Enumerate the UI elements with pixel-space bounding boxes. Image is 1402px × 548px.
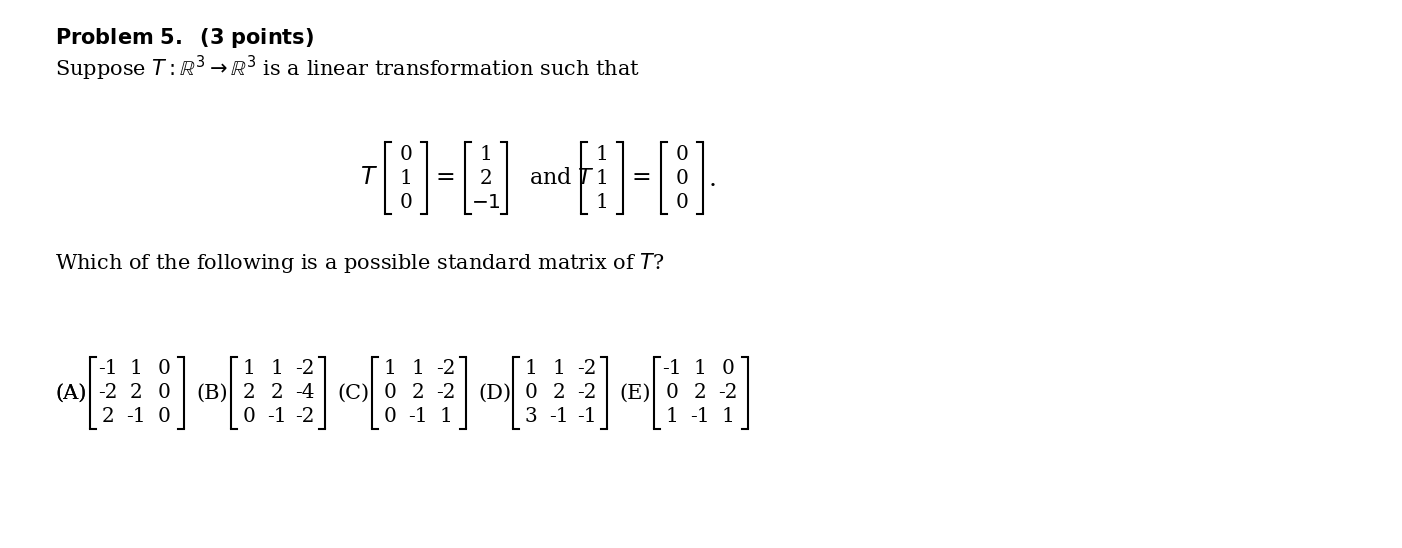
Text: 0: 0 — [157, 384, 171, 402]
Text: -2: -2 — [98, 384, 118, 402]
Text: 0: 0 — [157, 359, 171, 379]
Text: 2: 2 — [129, 384, 143, 402]
Text: 1: 1 — [722, 408, 735, 426]
Text: 0: 0 — [676, 145, 688, 163]
Text: $\mathbf{Problem\ 5.\ \ (3\ points)}$: $\mathbf{Problem\ 5.\ \ (3\ points)}$ — [55, 26, 314, 50]
Text: =: = — [631, 167, 651, 190]
Text: 1: 1 — [479, 145, 492, 163]
Text: and $T$: and $T$ — [529, 167, 594, 189]
Text: -2: -2 — [436, 384, 456, 402]
Text: 2: 2 — [552, 384, 565, 402]
Text: $T$: $T$ — [360, 167, 379, 190]
Text: .: . — [709, 168, 716, 191]
Text: 0: 0 — [676, 168, 688, 187]
Text: -1: -1 — [550, 408, 569, 426]
Text: 0: 0 — [384, 408, 397, 426]
Text: 1: 1 — [666, 408, 679, 426]
Text: (A): (A) — [55, 384, 87, 402]
Text: 2: 2 — [271, 384, 283, 402]
Text: 0: 0 — [666, 384, 679, 402]
Text: 1: 1 — [440, 408, 453, 426]
Text: (C): (C) — [336, 384, 369, 402]
Text: -1: -1 — [690, 408, 709, 426]
Text: -2: -2 — [578, 384, 597, 402]
Text: -1: -1 — [408, 408, 428, 426]
Text: 0: 0 — [384, 384, 397, 402]
Text: -4: -4 — [296, 384, 315, 402]
Text: 0: 0 — [722, 359, 735, 379]
Text: -1: -1 — [98, 359, 118, 379]
Text: 3: 3 — [524, 408, 537, 426]
Text: 2: 2 — [412, 384, 425, 402]
Text: -1: -1 — [578, 408, 597, 426]
Text: 2: 2 — [694, 384, 707, 402]
Text: -2: -2 — [578, 359, 597, 379]
Text: -1: -1 — [126, 408, 146, 426]
Text: (B): (B) — [196, 384, 227, 402]
Text: Which of the following is a possible standard matrix of $T$?: Which of the following is a possible sta… — [55, 251, 665, 275]
Text: $-1$: $-1$ — [471, 192, 501, 212]
Text: 1: 1 — [694, 359, 707, 379]
Text: 1: 1 — [129, 359, 143, 379]
Text: 1: 1 — [243, 359, 255, 379]
Text: -2: -2 — [436, 359, 456, 379]
Text: -1: -1 — [662, 359, 681, 379]
Text: 1: 1 — [271, 359, 283, 379]
Text: 1: 1 — [524, 359, 537, 379]
Text: =: = — [435, 167, 454, 190]
Text: 0: 0 — [676, 192, 688, 212]
Text: (A): (A) — [55, 384, 87, 402]
Text: 0: 0 — [524, 384, 537, 402]
Text: 1: 1 — [552, 359, 565, 379]
Text: 0: 0 — [400, 145, 412, 163]
Text: 2: 2 — [101, 408, 115, 426]
Text: 0: 0 — [400, 192, 412, 212]
Text: -1: -1 — [268, 408, 287, 426]
Text: -2: -2 — [718, 384, 737, 402]
Text: 1: 1 — [400, 168, 412, 187]
Text: 1: 1 — [596, 192, 608, 212]
Text: -2: -2 — [296, 359, 315, 379]
Text: 2: 2 — [243, 384, 255, 402]
Text: 1: 1 — [596, 168, 608, 187]
Text: 2: 2 — [479, 168, 492, 187]
Text: (D): (D) — [478, 384, 512, 402]
Text: 1: 1 — [412, 359, 425, 379]
Text: 0: 0 — [157, 408, 171, 426]
Text: 0: 0 — [243, 408, 255, 426]
Text: -2: -2 — [296, 408, 315, 426]
Text: 1: 1 — [596, 145, 608, 163]
Text: (E): (E) — [620, 384, 651, 402]
Text: 1: 1 — [384, 359, 397, 379]
Text: Suppose $T : \mathbb{R}^3 \rightarrow \mathbb{R}^3$ is a linear transformation s: Suppose $T : \mathbb{R}^3 \rightarrow \m… — [55, 53, 639, 83]
